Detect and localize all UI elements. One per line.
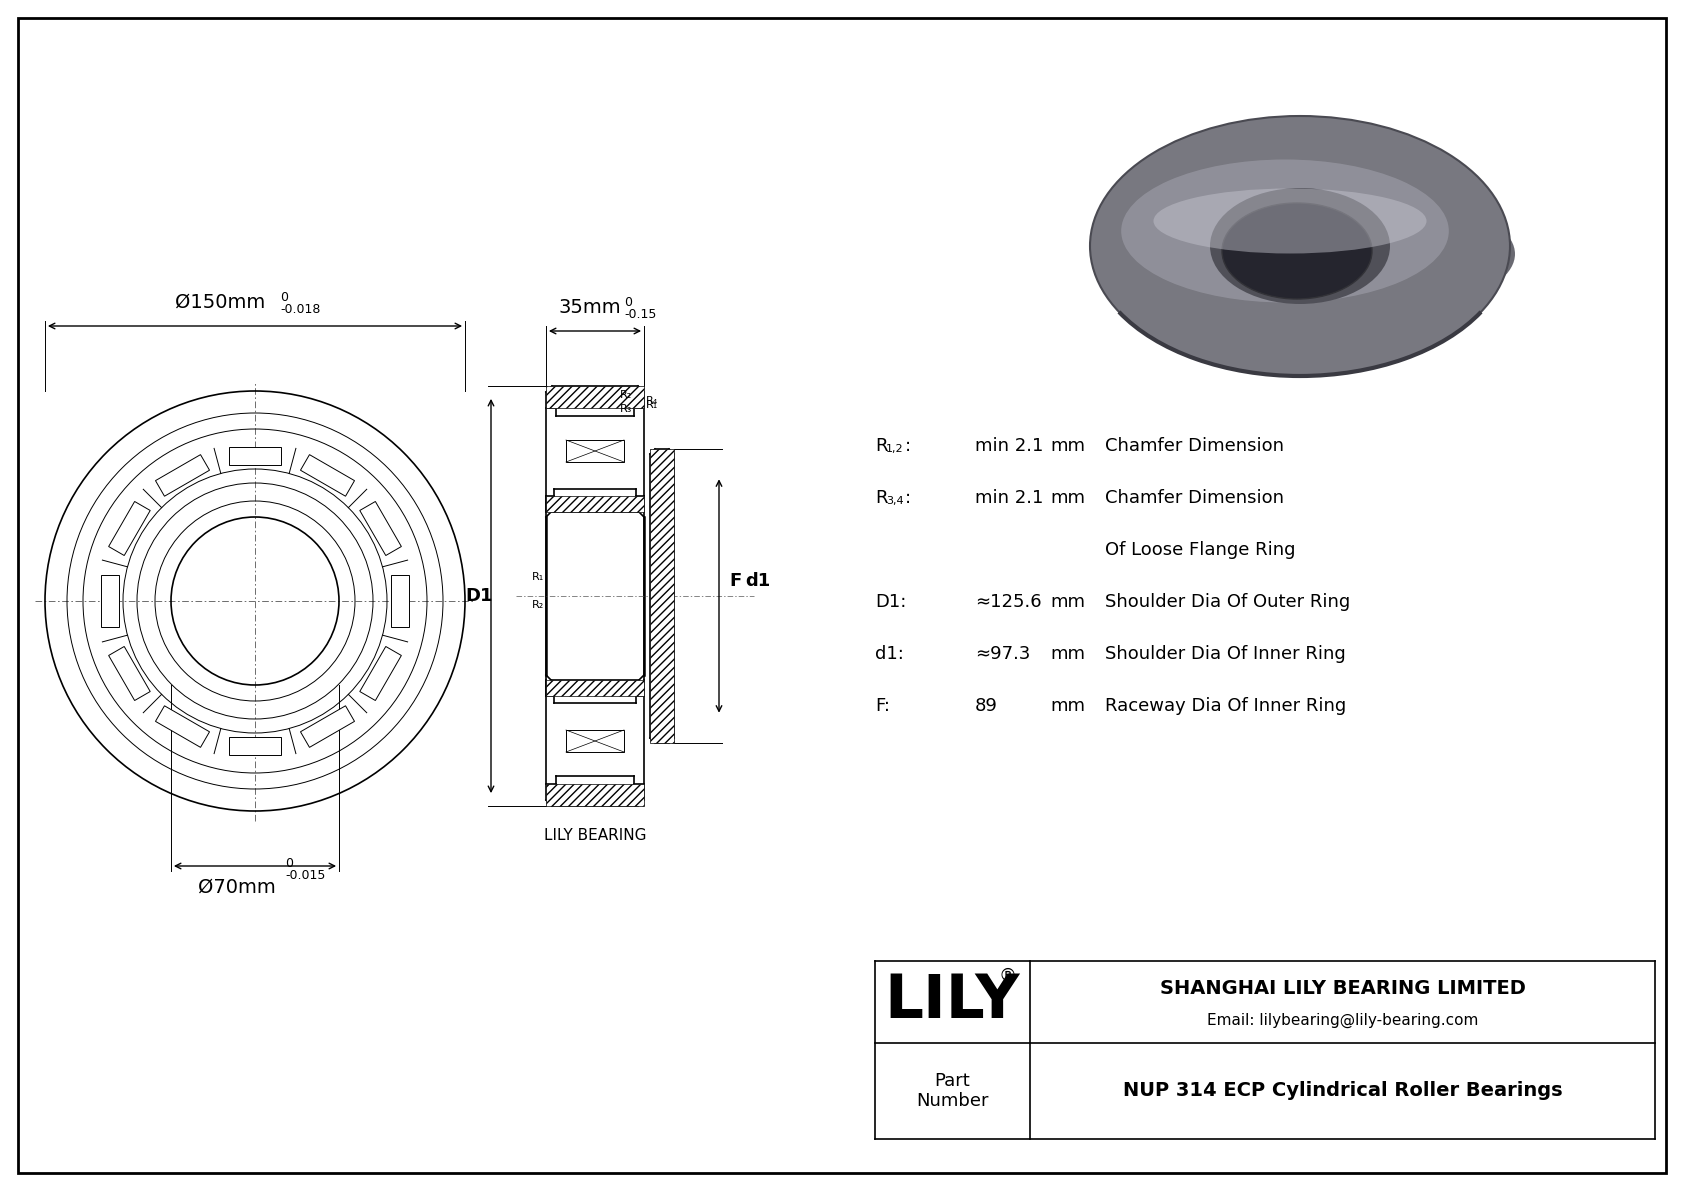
Text: R₄: R₄ <box>647 395 658 406</box>
Bar <box>546 784 643 806</box>
Text: min 2.1: min 2.1 <box>975 490 1044 507</box>
Text: ≈125.6: ≈125.6 <box>975 593 1042 611</box>
Text: ®: ® <box>999 967 1017 985</box>
Bar <box>360 501 401 555</box>
Bar <box>546 680 643 696</box>
Text: :: : <box>904 437 911 455</box>
Text: LILY BEARING: LILY BEARING <box>544 828 647 843</box>
Bar <box>155 706 209 748</box>
Text: Raceway Dia Of Inner Ring: Raceway Dia Of Inner Ring <box>1105 697 1346 715</box>
Text: Email: lilybearing@lily-bearing.com: Email: lilybearing@lily-bearing.com <box>1207 1012 1479 1028</box>
Text: F:: F: <box>876 697 891 715</box>
Bar <box>566 730 625 752</box>
Text: SHANGHAI LILY BEARING LIMITED: SHANGHAI LILY BEARING LIMITED <box>1160 979 1526 998</box>
Ellipse shape <box>1154 188 1426 254</box>
Bar <box>229 447 281 464</box>
Text: Chamfer Dimension: Chamfer Dimension <box>1105 490 1283 507</box>
Ellipse shape <box>1095 182 1516 325</box>
Bar <box>391 575 409 626</box>
Bar <box>300 455 355 497</box>
Text: Part
Number: Part Number <box>916 1072 989 1110</box>
Text: Chamfer Dimension: Chamfer Dimension <box>1105 437 1283 455</box>
Ellipse shape <box>1090 116 1511 376</box>
Ellipse shape <box>1122 160 1448 303</box>
Text: NUP 314 ECP Cylindrical Roller Bearings: NUP 314 ECP Cylindrical Roller Bearings <box>1123 1081 1563 1100</box>
Text: -0.15: -0.15 <box>625 308 657 322</box>
Text: R₁: R₁ <box>532 572 544 582</box>
Text: R₃: R₃ <box>620 404 632 414</box>
Text: 0: 0 <box>285 858 293 869</box>
Text: mm: mm <box>1051 697 1084 715</box>
Text: -0.015: -0.015 <box>285 869 325 883</box>
Text: D1:: D1: <box>876 593 906 611</box>
Text: mm: mm <box>1051 490 1084 507</box>
Text: 0: 0 <box>625 297 632 308</box>
Text: 3,4: 3,4 <box>886 495 904 506</box>
Ellipse shape <box>1223 202 1372 299</box>
Text: 0: 0 <box>280 291 288 304</box>
Text: Ø150mm: Ø150mm <box>175 293 264 312</box>
Bar <box>650 449 674 743</box>
Text: 35mm: 35mm <box>559 298 621 317</box>
Ellipse shape <box>1211 188 1389 304</box>
Text: LILY: LILY <box>884 973 1021 1031</box>
Text: Shoulder Dia Of Outer Ring: Shoulder Dia Of Outer Ring <box>1105 593 1351 611</box>
Bar <box>109 501 150 555</box>
Text: 1,2: 1,2 <box>886 444 904 454</box>
Text: 89: 89 <box>975 697 999 715</box>
Bar <box>155 455 209 497</box>
Text: Ø70mm: Ø70mm <box>199 878 276 897</box>
Text: R: R <box>876 490 887 507</box>
Text: D1: D1 <box>465 587 493 605</box>
Text: R: R <box>876 437 887 455</box>
Text: Shoulder Dia Of Inner Ring: Shoulder Dia Of Inner Ring <box>1105 646 1346 663</box>
Text: R₁: R₁ <box>647 400 658 410</box>
Bar <box>109 647 150 700</box>
Bar <box>546 386 643 409</box>
Text: mm: mm <box>1051 593 1084 611</box>
Text: R₂: R₂ <box>532 600 544 610</box>
Text: d1:: d1: <box>876 646 904 663</box>
Text: -0.018: -0.018 <box>280 303 320 316</box>
Text: R₂: R₂ <box>620 389 632 400</box>
Bar <box>566 439 625 462</box>
Text: mm: mm <box>1051 437 1084 455</box>
Bar <box>360 647 401 700</box>
Text: d1: d1 <box>744 572 770 590</box>
Text: F: F <box>729 572 741 590</box>
Bar <box>101 575 120 626</box>
Bar <box>300 706 355 748</box>
Text: mm: mm <box>1051 646 1084 663</box>
Text: ≈97.3: ≈97.3 <box>975 646 1031 663</box>
Text: :: : <box>904 490 911 507</box>
Bar <box>546 495 643 512</box>
Bar <box>229 737 281 755</box>
Text: min 2.1: min 2.1 <box>975 437 1044 455</box>
Text: Of Loose Flange Ring: Of Loose Flange Ring <box>1105 541 1295 559</box>
